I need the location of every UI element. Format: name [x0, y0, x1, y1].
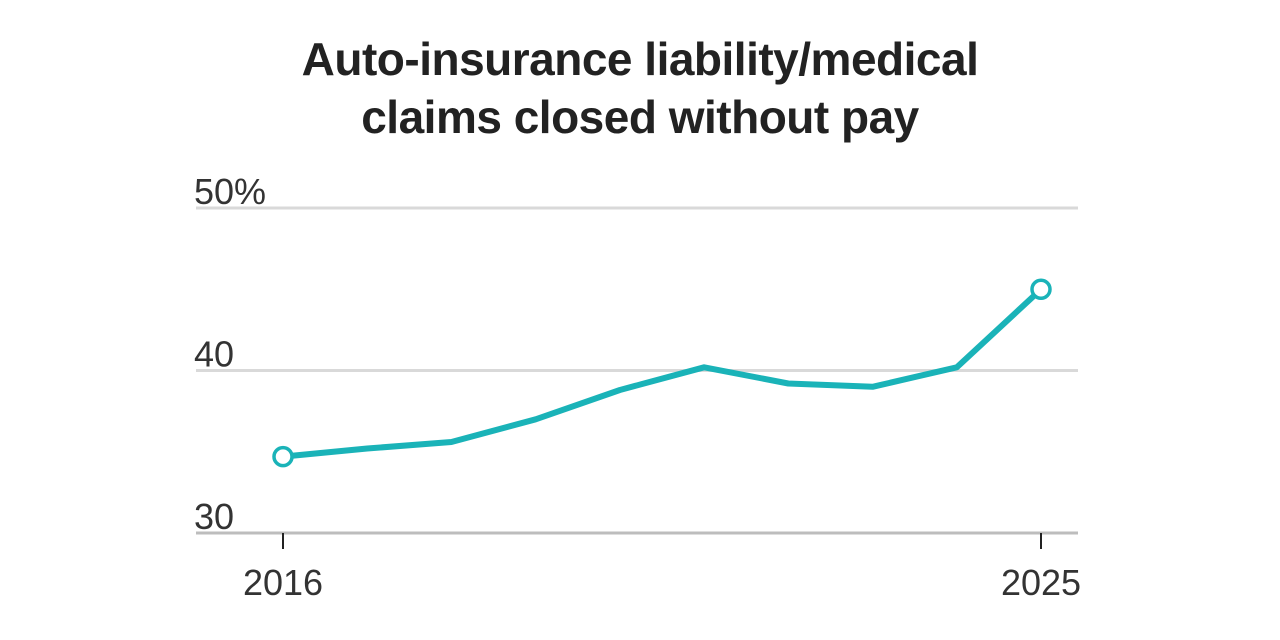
y-tick-label-50: 50% — [194, 171, 266, 212]
series — [272, 278, 1052, 468]
x-tick-label-2025: 2025 — [1001, 562, 1081, 603]
y-tick-labels: 50% 40 30 — [194, 171, 266, 537]
data-point-2025 — [1030, 278, 1052, 300]
x-ticks: 2016 2025 — [243, 533, 1081, 603]
y-tick-label-30: 30 — [194, 496, 234, 537]
series-line-0 — [280, 286, 1044, 460]
chart-title-line-1: Auto-insurance liability/medical — [301, 33, 979, 85]
data-point-2016 — [272, 445, 294, 468]
chart-title: Auto-insurance liability/medical claims … — [0, 30, 1280, 146]
y-tick-label-40: 40 — [194, 334, 234, 375]
chart-title-line-2: claims closed without pay — [361, 91, 919, 143]
x-tick-label-2016: 2016 — [243, 562, 323, 603]
